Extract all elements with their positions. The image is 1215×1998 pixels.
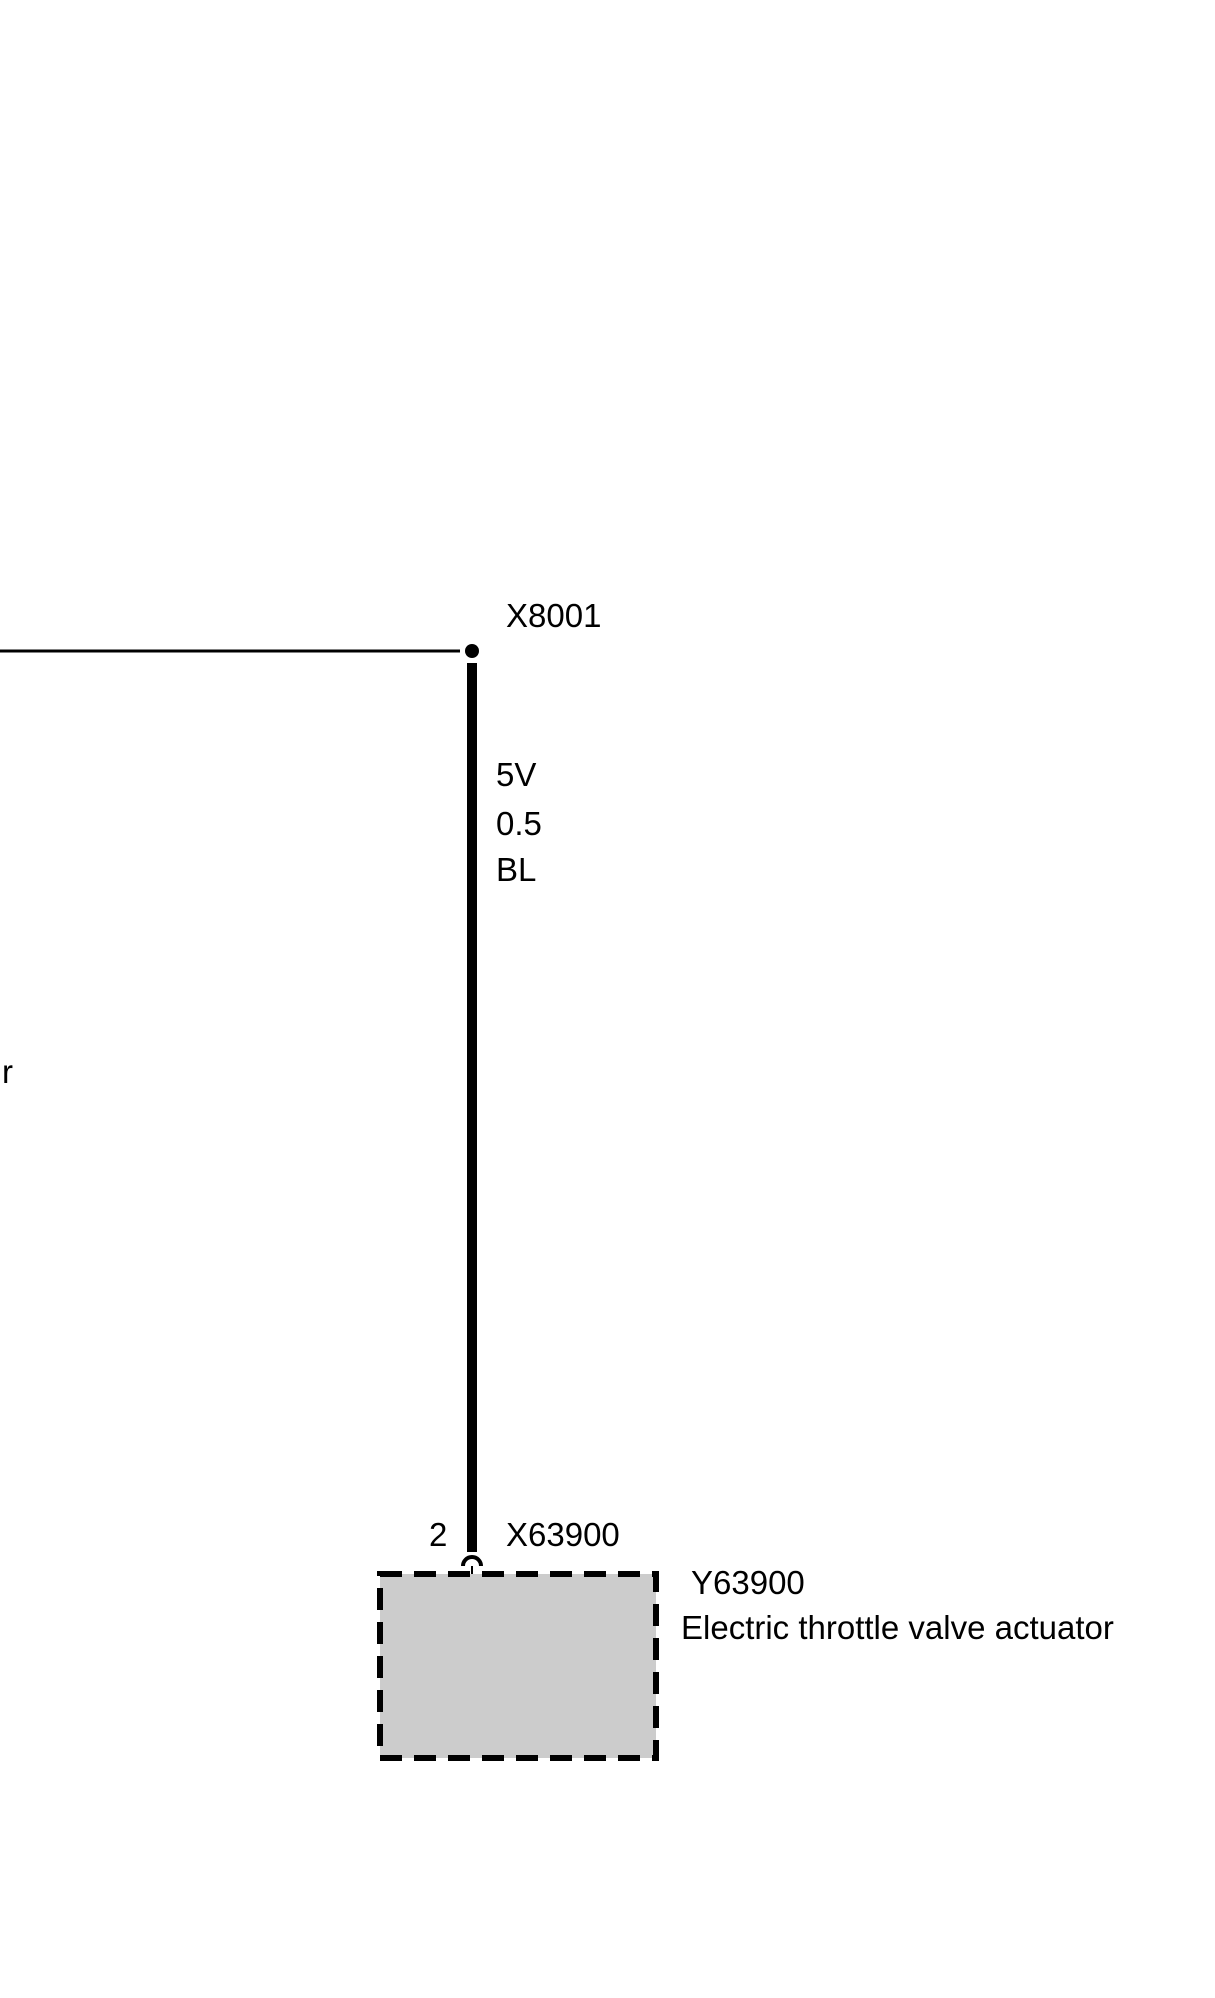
- wire-color-label: BL: [496, 851, 536, 888]
- component-box: [377, 1571, 659, 1761]
- partial-component-label: r: [2, 1053, 13, 1090]
- component-name-label: Electric throttle valve actuator: [681, 1609, 1114, 1646]
- wire-voltage-label: 5V: [496, 756, 536, 793]
- wire-gauge-label: 0.5: [496, 805, 542, 842]
- splice-dot: [465, 644, 479, 658]
- connector-pin-icon: [461, 1555, 483, 1567]
- splice-label: X8001: [506, 597, 601, 634]
- component-id-label: Y63900: [691, 1564, 805, 1601]
- connector-pin-label: 2: [429, 1516, 447, 1553]
- connector-id-label: X63900: [506, 1516, 620, 1553]
